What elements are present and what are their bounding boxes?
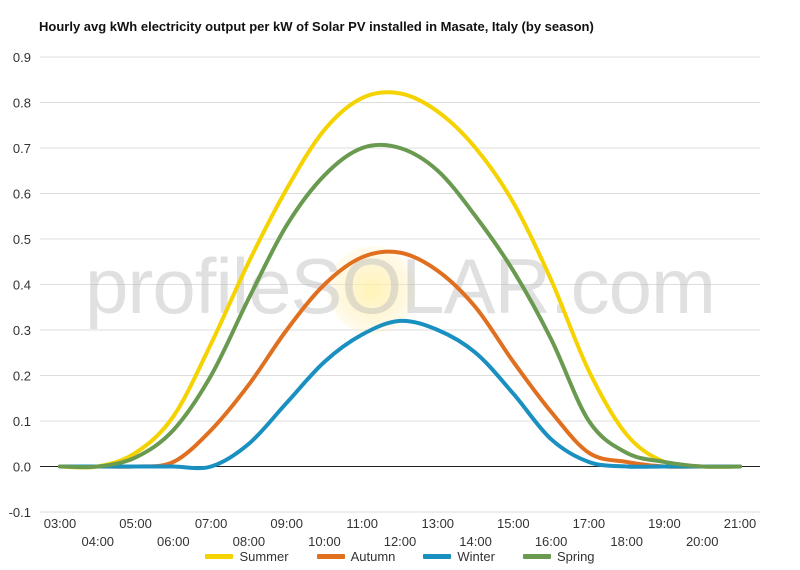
series-line-spring bbox=[58, 142, 742, 470]
legend-label: Autumn bbox=[350, 549, 396, 564]
series-line-autumn bbox=[58, 249, 742, 469]
x-tick-label: 07:00 bbox=[195, 516, 228, 531]
x-tick-label: 03:00 bbox=[44, 516, 77, 531]
x-tick-label: 16:00 bbox=[535, 534, 568, 549]
x-tick-label: 17:00 bbox=[573, 516, 606, 531]
legend-swatch bbox=[522, 554, 551, 559]
y-tick-label: 0.8 bbox=[13, 96, 31, 111]
y-tick-label: 0.3 bbox=[13, 323, 31, 338]
legend-item-autumn[interactable]: Autumn bbox=[316, 549, 396, 564]
x-tick-label: 08:00 bbox=[233, 534, 266, 549]
legend-label: Summer bbox=[239, 549, 289, 564]
y-tick-label: 0.4 bbox=[13, 278, 31, 293]
y-tick-label: -0.1 bbox=[9, 505, 31, 520]
x-tick-label: 15:00 bbox=[497, 516, 530, 531]
legend-swatch bbox=[316, 554, 345, 559]
x-tick-label: 10:00 bbox=[308, 534, 341, 549]
x-tick-label: 18:00 bbox=[610, 534, 643, 549]
y-tick-label: 0.2 bbox=[13, 369, 31, 384]
y-tick-label: 0.5 bbox=[13, 232, 31, 247]
y-tick-label: 0.0 bbox=[13, 460, 31, 475]
legend-item-summer[interactable]: Summer bbox=[205, 549, 289, 564]
x-tick-label: 05:00 bbox=[119, 516, 152, 531]
x-tick-label: 09:00 bbox=[270, 516, 303, 531]
x-tick-label: 12:00 bbox=[384, 534, 417, 549]
legend-item-winter[interactable]: Winter bbox=[423, 549, 495, 564]
series-line-summer bbox=[58, 90, 742, 470]
x-tick-label: 11:00 bbox=[346, 516, 378, 531]
x-tick-label: 04:00 bbox=[82, 534, 115, 549]
chart-title: Hourly avg kWh electricity output per kW… bbox=[39, 19, 594, 34]
legend-label: Spring bbox=[556, 549, 595, 564]
x-tick-label: 14:00 bbox=[459, 534, 492, 549]
watermark-sun bbox=[328, 246, 416, 334]
legend-swatch bbox=[205, 554, 234, 559]
x-tick-label: 13:00 bbox=[422, 516, 455, 531]
y-tick-label: 0.7 bbox=[13, 141, 31, 156]
x-tick-label: 06:00 bbox=[157, 534, 190, 549]
y-tick-label: 0.1 bbox=[13, 414, 31, 429]
watermark: profileSOLAR.com bbox=[85, 242, 716, 334]
x-tick-label: 21:00 bbox=[724, 516, 757, 531]
chart-legend: Summer Autumn Winter Spring bbox=[0, 549, 800, 564]
x-tick-label: 19:00 bbox=[648, 516, 681, 531]
watermark-text: profileSOLAR.com bbox=[85, 242, 715, 330]
axes: -0.1 0.0 0.1 0.2 0.3 0.4 0.5 0.6 0.7 0.8 0.9 03:00 0… bbox=[9, 50, 760, 549]
x-tick-label: 20:00 bbox=[686, 534, 719, 549]
series-lines bbox=[58, 90, 742, 471]
legend-item-spring[interactable]: Spring bbox=[522, 549, 595, 564]
legend-swatch bbox=[423, 554, 452, 559]
legend-label: Winter bbox=[457, 549, 495, 564]
y-tick-label: 0.9 bbox=[13, 50, 31, 65]
y-tick-label: 0.6 bbox=[13, 187, 31, 202]
series-line-winter bbox=[58, 318, 742, 471]
